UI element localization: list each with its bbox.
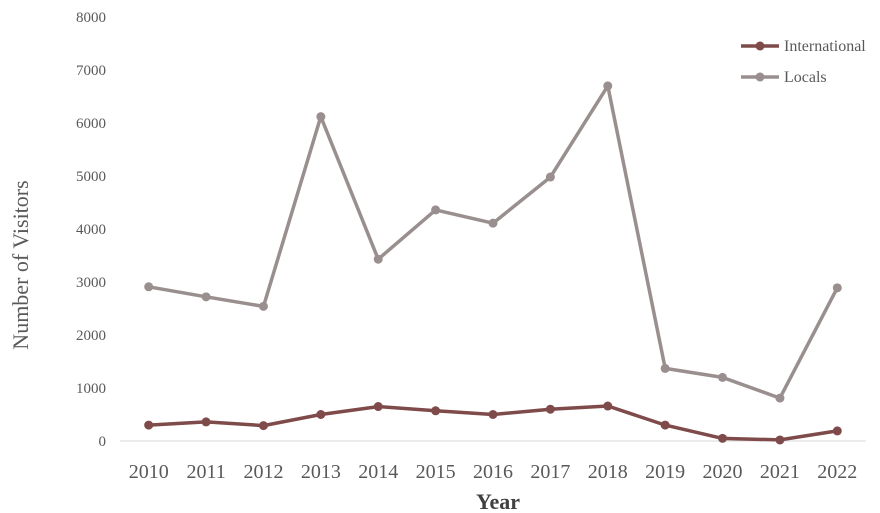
y-tick-label: 6000 xyxy=(76,116,106,132)
data-point xyxy=(373,254,383,264)
x-tick-label: 2016 xyxy=(473,461,513,483)
x-axis-title: Year xyxy=(476,489,520,513)
x-tick-label: 2018 xyxy=(588,461,628,483)
x-tick-label: 2013 xyxy=(301,461,341,483)
data-point xyxy=(144,420,154,430)
y-tick-label: 4000 xyxy=(76,222,106,238)
x-tick-label: 2014 xyxy=(358,461,398,483)
data-point xyxy=(660,363,670,373)
data-point xyxy=(373,402,383,412)
data-point xyxy=(718,433,728,443)
data-point xyxy=(316,410,326,419)
data-point xyxy=(832,426,842,436)
data-point xyxy=(660,420,670,430)
x-tick-label: 2017 xyxy=(530,461,570,483)
legend-label: International xyxy=(784,38,866,55)
data-point xyxy=(775,393,785,403)
data-point xyxy=(431,205,441,215)
x-tick-label: 2020 xyxy=(703,461,743,483)
data-point xyxy=(603,81,613,91)
y-axis-title: Number of Visitors xyxy=(8,180,33,349)
data-point xyxy=(832,283,842,293)
x-tick-label: 2021 xyxy=(760,461,800,483)
legend-swatch-marker xyxy=(755,72,765,82)
data-point xyxy=(258,421,268,431)
data-point xyxy=(603,401,613,411)
data-point xyxy=(316,112,326,122)
x-tick-label: 2019 xyxy=(645,461,685,483)
x-axis-ticks: 2010 2011 2012 2013 2014 2015 2016 2017 2018 2019… xyxy=(129,461,858,483)
y-tick-label: 1000 xyxy=(76,381,106,397)
x-tick-label: 2022 xyxy=(817,461,857,483)
x-tick-label: 2011 xyxy=(186,461,225,483)
legend-label: Locals xyxy=(784,69,827,86)
data-point xyxy=(718,372,728,382)
y-tick-label: 7000 xyxy=(76,63,106,79)
y-tick-label: 0 xyxy=(99,434,107,450)
y-tick-label: 8000 xyxy=(76,10,106,26)
series-group xyxy=(144,81,842,445)
series-line xyxy=(148,84,839,400)
legend: International Locals xyxy=(741,38,866,86)
data-point xyxy=(545,172,555,182)
data-point xyxy=(488,218,498,228)
data-point xyxy=(431,406,441,416)
data-point xyxy=(201,292,211,302)
data-point xyxy=(775,435,785,445)
x-tick-label: 2010 xyxy=(129,461,169,483)
data-point xyxy=(201,417,211,427)
y-tick-label: 5000 xyxy=(76,169,106,185)
data-point xyxy=(144,282,154,292)
y-tick-label: 3000 xyxy=(76,275,106,291)
x-tick-label: 2012 xyxy=(243,461,283,483)
y-tick-label: 2000 xyxy=(76,328,106,344)
data-point xyxy=(488,410,498,419)
x-tick-label: 2015 xyxy=(416,461,456,483)
data-point xyxy=(258,301,268,311)
data-point xyxy=(545,404,555,414)
y-axis-ticks: 0 1000 2000 3000 4000 5000 6000 7000 8000 xyxy=(76,10,106,450)
legend-swatch-marker xyxy=(755,41,765,51)
